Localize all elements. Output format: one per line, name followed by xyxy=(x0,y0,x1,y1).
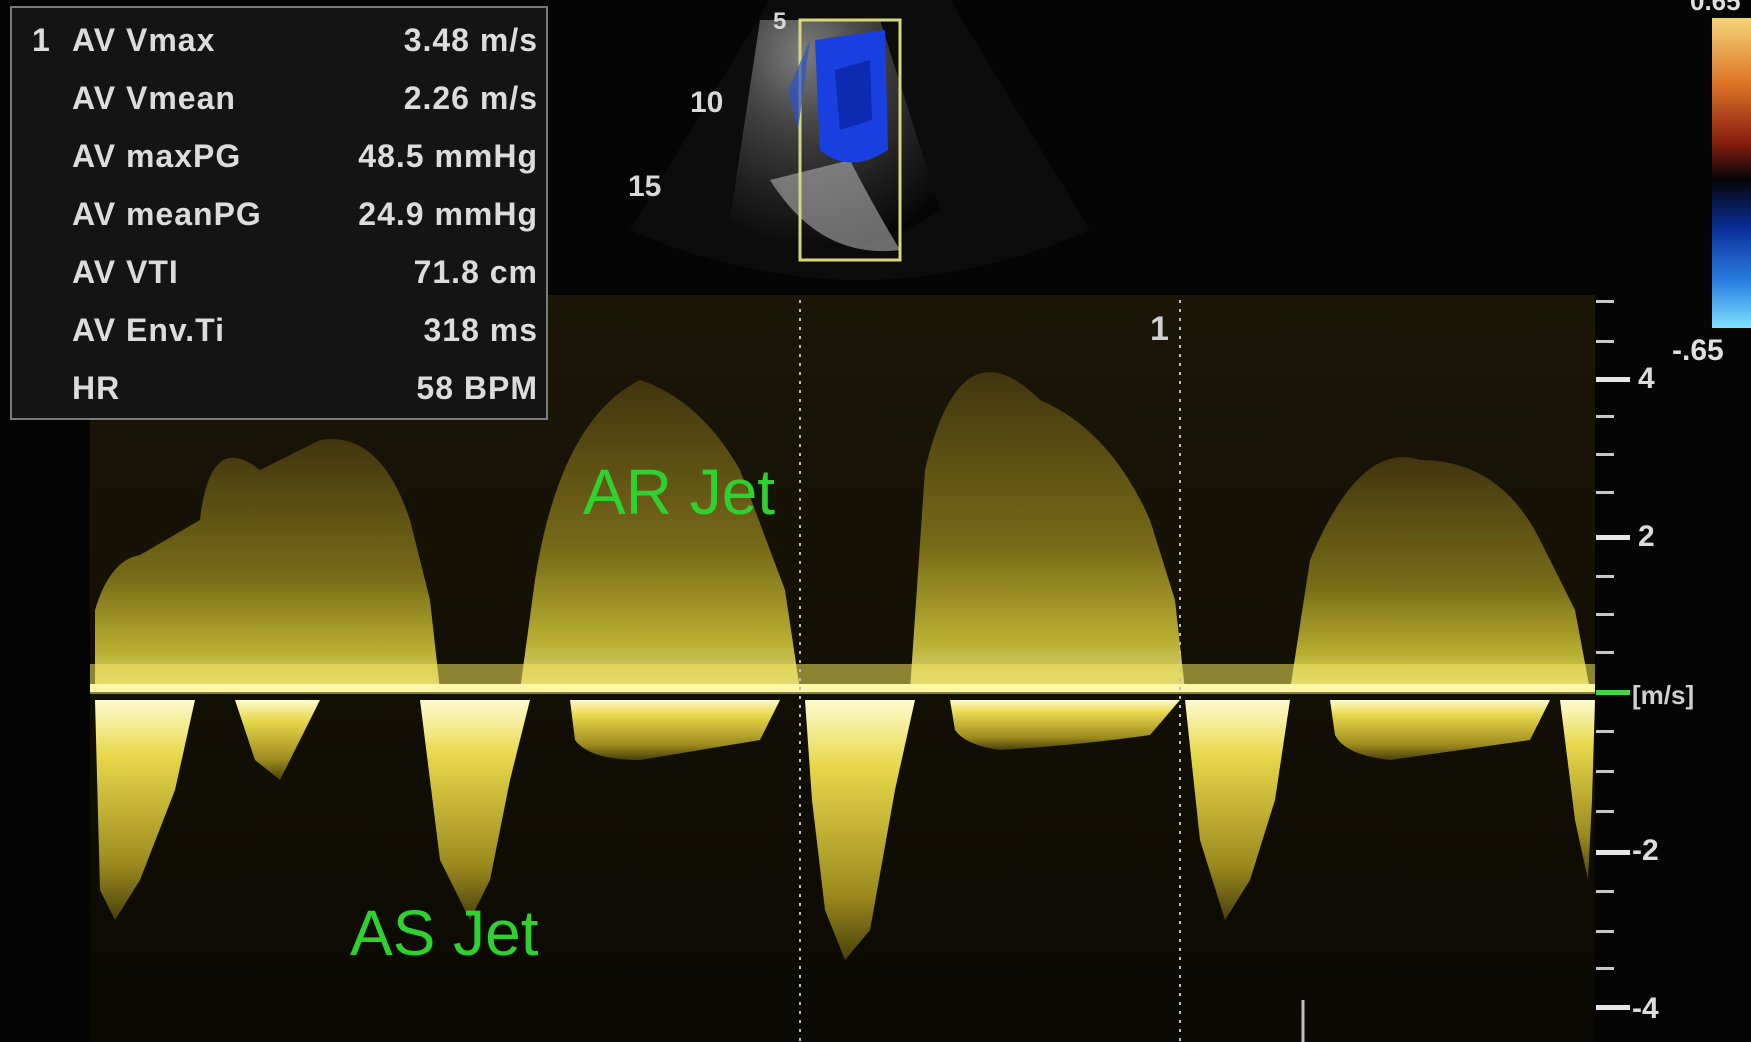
ar-jet-label: AR Jet xyxy=(583,456,776,528)
measurement-label: AV Vmax xyxy=(72,22,216,58)
colorbar-min-label: -.65 xyxy=(1672,334,1724,367)
measurement-label: HR xyxy=(72,370,121,406)
scale-tick xyxy=(1596,850,1630,855)
measurement-row: 1 AV Vmax 3.48 m/s xyxy=(12,12,546,68)
measurement-row: AV Vmean 2.26 m/s xyxy=(12,70,546,126)
measurement-value: 48.5 mmHg xyxy=(358,138,538,174)
measurement-label: AV Vmean xyxy=(72,80,236,116)
measurement-value: 318 ms xyxy=(423,312,538,348)
scale-tick xyxy=(1596,340,1614,343)
scale-tick xyxy=(1596,491,1614,494)
scale-label-4: 4 xyxy=(1638,362,1655,395)
scale-tick xyxy=(1596,930,1614,933)
measurement-value: 58 BPM xyxy=(416,370,538,406)
scale-tick xyxy=(1596,967,1614,970)
scale-tick xyxy=(1596,810,1614,813)
scale-tick xyxy=(1596,377,1630,382)
scale-tick xyxy=(1596,1005,1630,1010)
measurement-row: AV Env.Ti 318 ms xyxy=(12,302,546,358)
scale-tick xyxy=(1596,651,1614,654)
echo-sector-image xyxy=(630,0,1090,280)
scale-tick xyxy=(1596,613,1614,616)
scale-tick xyxy=(1596,730,1614,733)
measurement-label: AV VTI xyxy=(72,254,179,290)
scale-label-neg4: -4 xyxy=(1632,992,1659,1025)
scale-tick xyxy=(1596,690,1630,695)
measurement-row: HR 58 BPM xyxy=(12,360,546,416)
scale-unit-label: [m/s] xyxy=(1632,680,1695,710)
scale-tick xyxy=(1596,300,1614,303)
depth-label-15: 15 xyxy=(628,170,662,203)
velocity-scale xyxy=(1596,295,1751,1042)
measurement-label: AV maxPG xyxy=(72,138,242,174)
depth-label-5: 5 xyxy=(773,8,787,35)
measurement-index: 1 xyxy=(32,22,51,58)
colorbar-max-label: 0.65 xyxy=(1690,0,1741,16)
scale-tick xyxy=(1596,575,1614,578)
scale-tick xyxy=(1596,770,1614,773)
measurement-value: 71.8 cm xyxy=(413,254,538,290)
cycle-marker: 1 xyxy=(1150,310,1169,348)
scale-tick xyxy=(1596,453,1614,456)
measurement-value: 24.9 mmHg xyxy=(358,196,538,232)
measurement-row: AV maxPG 48.5 mmHg xyxy=(12,128,546,184)
measurement-value: 2.26 m/s xyxy=(403,80,538,116)
as-jet-label: AS Jet xyxy=(350,897,539,969)
depth-label-10: 10 xyxy=(690,86,724,119)
scale-tick xyxy=(1596,415,1614,418)
scale-tick xyxy=(1596,890,1614,893)
scale-tick xyxy=(1596,535,1630,540)
measurement-label: AV Env.Ti xyxy=(72,312,226,348)
measurement-row: AV meanPG 24.9 mmHg xyxy=(12,186,546,242)
measurement-label: AV meanPG xyxy=(72,196,262,232)
measurement-value: 3.48 m/s xyxy=(403,22,538,58)
color-velocity-bar xyxy=(1712,18,1751,328)
measurement-panel: 1 AV Vmax 3.48 m/s AV Vmean 2.26 m/s AV … xyxy=(10,6,548,420)
measurement-row: AV VTI 71.8 cm xyxy=(12,244,546,300)
scale-label-neg2: -2 xyxy=(1632,834,1659,867)
scale-label-2: 2 xyxy=(1638,520,1655,553)
